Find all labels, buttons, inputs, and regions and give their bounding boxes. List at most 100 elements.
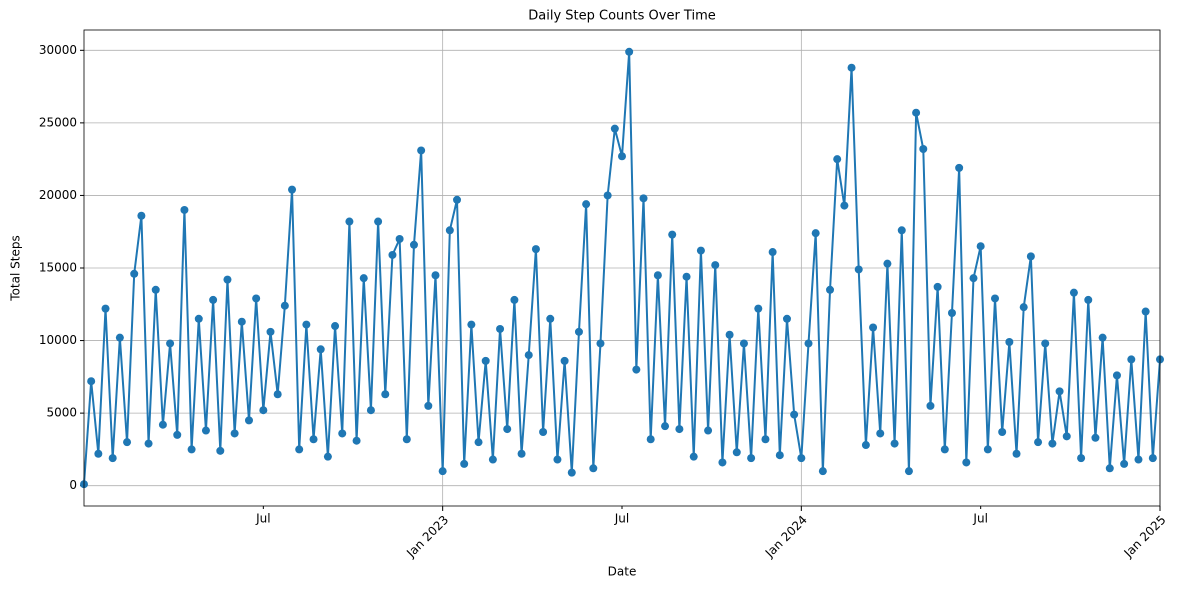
data-point [646, 435, 655, 444]
data-point [1120, 459, 1129, 468]
data-point [962, 458, 971, 467]
data-point [1055, 387, 1064, 396]
data-point [453, 195, 462, 204]
data-point [438, 467, 447, 476]
data-point [610, 124, 619, 133]
data-point [574, 327, 583, 336]
data-point [460, 459, 469, 468]
data-point [366, 406, 375, 415]
data-point [1141, 307, 1150, 316]
data-point [625, 47, 634, 56]
data-point [1098, 333, 1107, 342]
x-tick-label: Jan 2025 [1121, 513, 1169, 561]
data-point [230, 429, 239, 438]
data-point [87, 377, 96, 386]
data-point [804, 339, 813, 348]
data-point [897, 226, 906, 235]
data-point [374, 217, 383, 226]
x-tick-label: Jul [972, 512, 987, 526]
data-point [187, 445, 196, 454]
data-point [359, 274, 368, 283]
chart-title: Daily Step Counts Over Time [528, 9, 715, 24]
data-point [1048, 439, 1057, 448]
data-point [718, 458, 727, 467]
data-point [553, 455, 562, 464]
data-point [316, 345, 325, 354]
data-point [417, 146, 426, 155]
y-axis-label: Total Steps [9, 235, 23, 301]
data-point [732, 448, 741, 457]
data-point [725, 330, 734, 339]
data-point [940, 445, 949, 454]
data-point [123, 438, 132, 447]
data-point [560, 356, 569, 365]
data-point [926, 401, 935, 410]
data-point [1069, 288, 1078, 297]
data-point [711, 261, 720, 270]
data-point [1105, 464, 1114, 473]
data-point [94, 449, 103, 458]
data-point [754, 304, 763, 313]
data-point [280, 301, 289, 310]
data-point [1034, 438, 1043, 447]
data-point [689, 452, 698, 461]
y-tick-label: 20000 [39, 188, 77, 202]
data-point [130, 269, 139, 278]
data-point [252, 294, 261, 303]
data-point [704, 426, 713, 435]
data-point [976, 242, 985, 251]
data-point [1062, 432, 1071, 441]
data-point [840, 201, 849, 210]
data-point [682, 272, 691, 281]
data-point [904, 467, 913, 476]
data-point [331, 322, 340, 331]
data-point [582, 200, 591, 209]
data-point [589, 464, 598, 473]
data-point [546, 314, 555, 323]
data-point [632, 365, 641, 374]
y-tick-label: 5000 [46, 406, 77, 420]
data-point [180, 205, 189, 214]
data-point [266, 327, 275, 336]
data-point [1077, 454, 1086, 463]
data-point [861, 441, 870, 450]
data-point [115, 333, 124, 342]
data-point [151, 285, 160, 294]
data-point [201, 426, 210, 435]
data-point [1026, 252, 1035, 261]
data-point [338, 429, 347, 438]
data-point [661, 422, 670, 431]
data-point [173, 430, 182, 439]
data-point [668, 230, 677, 239]
data-point [158, 420, 167, 429]
data-point [768, 248, 777, 257]
data-point [216, 446, 225, 455]
data-point [639, 194, 648, 203]
data-point [876, 429, 885, 438]
data-point [101, 304, 110, 313]
data-point [288, 185, 297, 194]
data-point [517, 449, 526, 458]
data-point [1112, 371, 1121, 380]
data-point [811, 229, 820, 238]
data-point [675, 425, 684, 434]
data-point [237, 317, 246, 326]
data-point [381, 390, 390, 399]
data-point [402, 435, 411, 444]
data-point [790, 410, 799, 419]
data-point [108, 454, 117, 463]
data-point [409, 240, 418, 249]
x-tick-label: Jul [255, 512, 270, 526]
data-point [194, 314, 203, 323]
data-point [481, 356, 490, 365]
data-point [955, 163, 964, 172]
data-point [431, 271, 440, 280]
data-point [653, 271, 662, 280]
data-point [596, 339, 605, 348]
data-point [933, 282, 942, 291]
data-point [912, 108, 921, 117]
data-point [510, 295, 519, 304]
data-point [869, 323, 878, 332]
data-point [309, 435, 318, 444]
